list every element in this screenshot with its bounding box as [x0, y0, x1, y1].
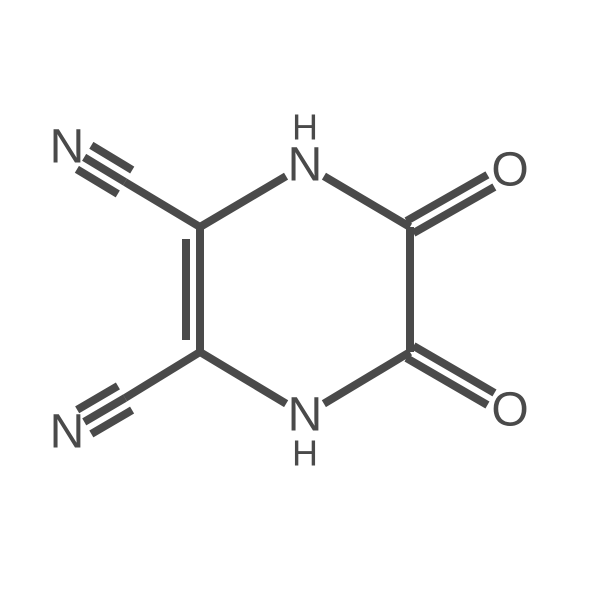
atom-label: H — [292, 433, 318, 474]
atom-label: H — [292, 107, 318, 148]
atom-label: N — [50, 406, 85, 459]
molecule-diagram: NHNHOONN — [0, 0, 600, 600]
atom-label: N — [50, 121, 85, 174]
atom-label: O — [491, 384, 528, 437]
atom-label: O — [491, 144, 528, 197]
